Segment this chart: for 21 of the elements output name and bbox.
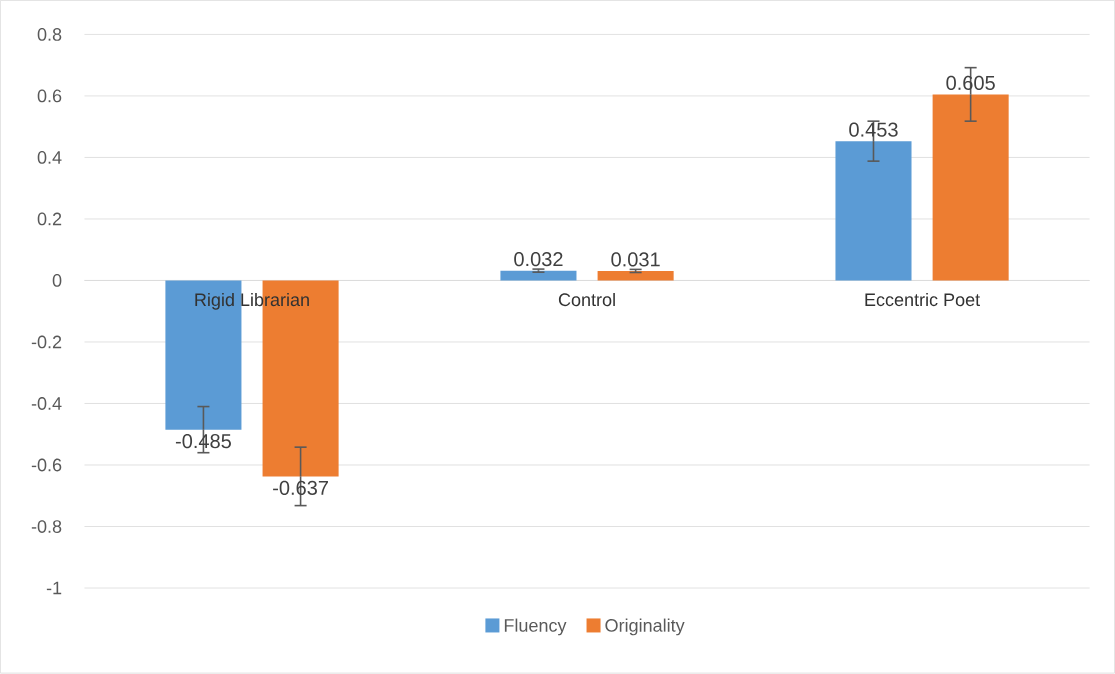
- bar: [932, 94, 1009, 281]
- bar: [835, 141, 912, 281]
- bar: [165, 280, 242, 430]
- y-tick-label: 0: [52, 274, 62, 288]
- legend-label: Originality: [605, 618, 685, 636]
- data-label: 0.031: [611, 252, 660, 267]
- y-tick-label: -0.6: [31, 458, 62, 472]
- data-label: 0.032: [514, 252, 563, 267]
- bar: [500, 270, 577, 281]
- x-tick-label: Control: [558, 293, 615, 307]
- y-tick-label: 0.4: [37, 151, 62, 165]
- legend-label: Fluency: [504, 618, 567, 636]
- y-tick-label: -0.4: [31, 397, 62, 411]
- y-tick-label: 0.2: [37, 212, 62, 226]
- bar: [597, 271, 674, 281]
- y-tick-label: -0.8: [31, 520, 62, 534]
- y-tick-label: -1: [46, 582, 62, 595]
- y-tick-label: -0.2: [31, 335, 62, 349]
- x-tick-label: Eccentric Poet: [865, 293, 980, 307]
- y-tick-label: 0.6: [37, 89, 62, 103]
- y-tick-label: 0.8: [37, 28, 62, 42]
